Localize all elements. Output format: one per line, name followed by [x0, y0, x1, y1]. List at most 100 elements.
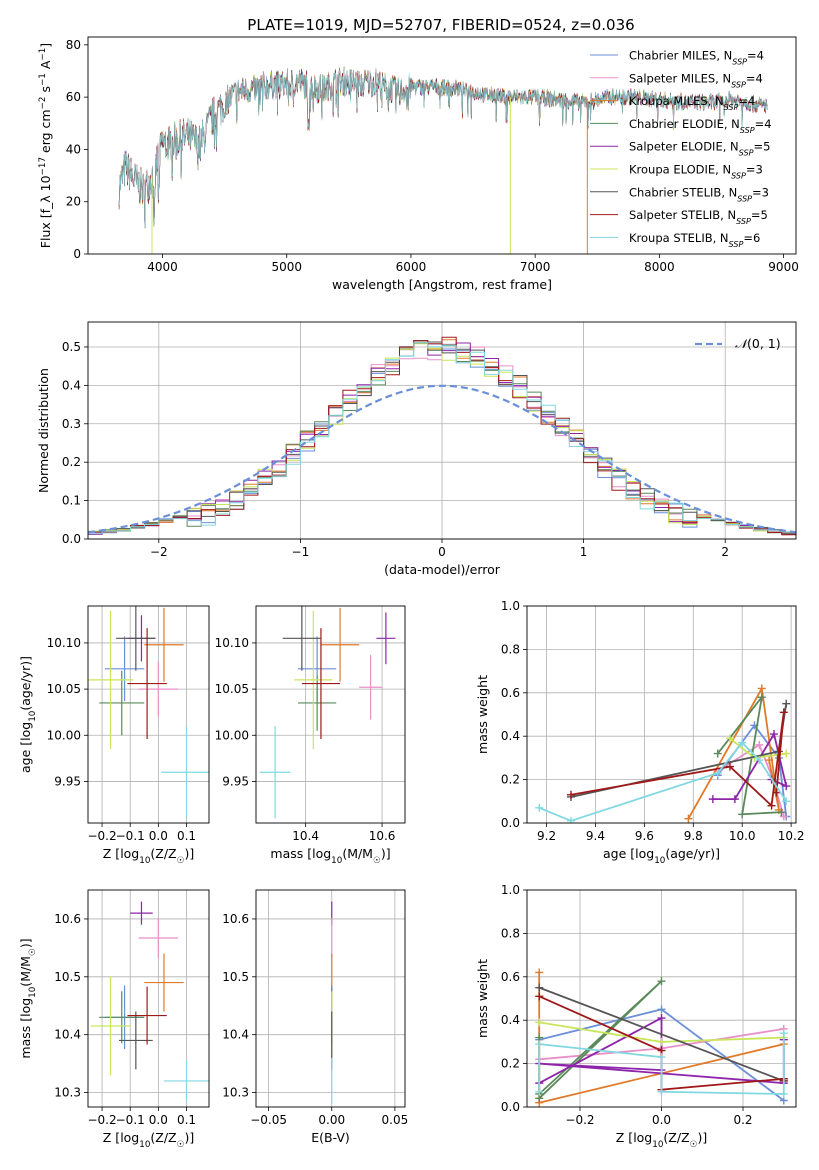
y-tick-label: 0.0: [501, 816, 520, 830]
weight-marker: [535, 1087, 544, 1096]
x-tick-label: 5000: [271, 260, 302, 274]
weight-marker: [772, 788, 781, 797]
weight-marker: [757, 693, 766, 702]
x-tick-label: 0.05: [382, 1113, 409, 1127]
panel-age-vs-mass: 10.4 10.6 9.95 10.00 10.05 10.10 mass [log10(M…: [215, 605, 406, 866]
y-tick-label: 0.0: [62, 532, 81, 546]
x-tick-label: 0.2: [733, 1113, 752, 1127]
errorbar-point: [144, 607, 184, 682]
legend-label: Chabrier MILES, NSSP=4: [629, 49, 764, 67]
histogram-step: [88, 342, 796, 534]
y-tick-label: 0.8: [501, 926, 520, 940]
weight-marker: [567, 790, 576, 799]
errorbar-point: [259, 726, 291, 819]
weight-marker: [535, 983, 544, 992]
weight-marker: [725, 762, 734, 771]
axes-frame: [87, 889, 210, 1108]
errorbar-point: [294, 610, 333, 750]
errorbar-point: [144, 953, 184, 1012]
weight-marker: [657, 1005, 666, 1014]
panel-mass-vs-Z: −0.2−0.1 0.0 0.1 10.3 10.4 10.5 10.6 Z [log10(Z…: [18, 889, 210, 1150]
weight-marker: [782, 749, 791, 758]
y-tick-label: 9.95: [54, 774, 81, 788]
x-tick-label: −0.2: [565, 1113, 594, 1127]
weight-marker: [779, 708, 788, 717]
weight-marker: [657, 1037, 666, 1046]
y-tick-label: 10.00: [215, 728, 249, 742]
x-tick-label: −2: [150, 545, 168, 559]
y-axis-label: mass weight: [475, 675, 490, 754]
y-tick-label: 10.4: [54, 1028, 81, 1042]
weight-marker: [657, 1087, 666, 1096]
legend-label: 𝒩(0, 1): [735, 336, 781, 351]
x-axis-label: wavelength [Angstrom, rest frame]: [332, 277, 552, 292]
weight-marker: [535, 992, 544, 1001]
axes-frame: [526, 605, 797, 824]
axes-frame: [87, 36, 797, 255]
panel-residuals: −2 −1 0 1 2 0.0 0.1 0.2 0.3 0.4 0.5 (data-model)/er…: [36, 321, 797, 577]
figure-title: PLATE=1019, MJD=52707, FIBERID=0524, z=0…: [247, 16, 634, 34]
y-axis-label: mass weight: [475, 959, 490, 1038]
weight-marker: [657, 977, 666, 986]
x-tick-label: 6000: [396, 260, 427, 274]
legend-label: Kroupa MILES, NSSP=4: [629, 94, 755, 112]
x-tick-label: 0.1: [177, 829, 196, 843]
normal-curve: [88, 384, 796, 534]
x-tick-label: 0.0: [149, 1113, 168, 1127]
x-tick-label: −1: [292, 545, 310, 559]
y-axis-label: mass [log10(M/M☉)]: [18, 938, 38, 1058]
legend-label: Chabrier STELIB, NSSP=3: [629, 185, 769, 203]
y-axis-label: Flux [f_λ 10−17 erg cm−2 s−1 A−1]: [38, 43, 53, 248]
weight-marker: [767, 801, 776, 810]
x-tick-label: −0.1: [116, 1113, 145, 1127]
errorbar-point: [298, 675, 337, 731]
weight-marker: [777, 808, 786, 817]
y-tick-label: 10.5: [222, 970, 249, 984]
legend-label: Kroupa STELIB, NSSP=6: [629, 231, 760, 249]
y-tick-label: 0.4: [62, 378, 81, 392]
weight-marker: [535, 803, 544, 812]
x-tick-label: 2: [721, 545, 729, 559]
weight-marker: [684, 814, 693, 823]
legend-label: Kroupa ELODIE, NSSP=3: [629, 163, 763, 181]
y-tick-label: 0.4: [501, 729, 520, 743]
errorbar-point: [116, 606, 156, 671]
y-tick-label: 0.1: [62, 494, 81, 508]
weight-marker: [757, 684, 766, 693]
x-axis-label: E(B-V): [311, 1130, 350, 1145]
x-tick-label: 7000: [520, 260, 551, 274]
weight-marker: [765, 756, 774, 765]
y-tick-label: 20: [66, 195, 81, 209]
x-tick-label: 0.00: [318, 1113, 345, 1127]
panel-weight-vs-Z: −0.2 0.0 0.2 0.0 0.2 0.4 0.6 0.8 1.0 Z [log10(Z/Z…: [475, 883, 797, 1150]
x-tick-label: 8000: [644, 260, 675, 274]
weight-marker: [782, 699, 791, 708]
y-tick-label: 80: [66, 38, 81, 52]
weight-marker: [779, 1029, 788, 1038]
errorbar-point: [161, 726, 209, 819]
x-axis-label: Z [log10(Z/Z☉)]: [616, 1130, 707, 1150]
x-tick-label: 9.8: [684, 829, 703, 843]
y-tick-label: 10.6: [222, 912, 249, 926]
x-tick-label: 10.4: [292, 829, 319, 843]
y-tick-label: 0.0: [501, 1100, 520, 1114]
errorbar-point: [138, 917, 179, 959]
x-axis-label: Z [log10(Z/Z☉)]: [103, 846, 194, 866]
histogram-step: [88, 343, 796, 535]
weight-line: [538, 741, 787, 822]
x-tick-label: 9000: [768, 260, 799, 274]
legend-label: Salpeter STELIB, NSSP=5: [629, 208, 768, 226]
plot-area: [118, 65, 768, 254]
y-tick-label: 0.8: [501, 642, 520, 656]
weight-marker: [782, 782, 791, 791]
weight-marker: [738, 810, 747, 819]
histogram-step: [88, 336, 796, 536]
errorbar-point: [359, 654, 383, 720]
weight-marker: [738, 738, 747, 747]
x-tick-label: 0.0: [149, 829, 168, 843]
weight-marker: [535, 1040, 544, 1049]
y-tick-label: 10.3: [222, 1086, 249, 1100]
panel-age-vs-Z: −0.2−0.1 0.0 0.1 9.95 10.00 10.05 10.10 Z [log1…: [18, 605, 210, 866]
errorbar-point: [99, 991, 145, 1044]
x-axis-label: (data-model)/error: [384, 562, 501, 577]
